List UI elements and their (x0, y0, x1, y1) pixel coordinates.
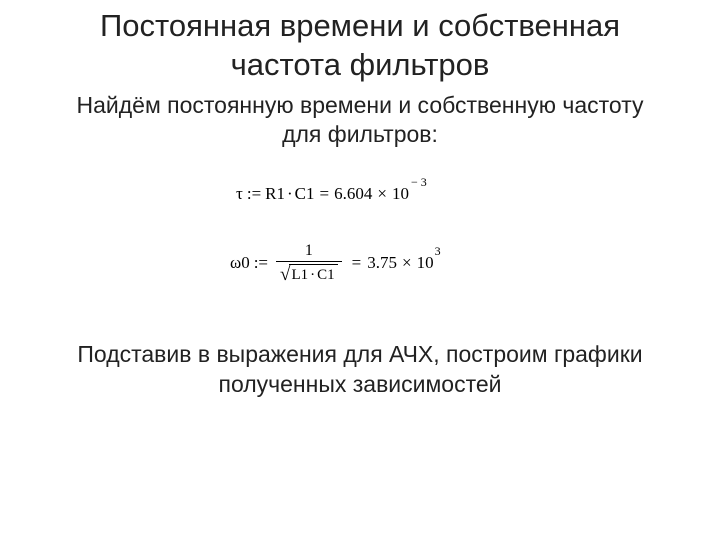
ten-base: 10 (392, 184, 409, 203)
tau-power: 10 − 3 (392, 184, 409, 204)
slide-title: Постоянная времени и собственная частота… (60, 7, 660, 85)
c1-term: C1 (317, 267, 335, 283)
assign-op: := (247, 184, 261, 204)
radical-icon: √ (280, 265, 290, 285)
omega-power: 10 3 (417, 253, 434, 273)
r1-term: R1 (265, 184, 285, 204)
omega-mantissa: 3.75 (367, 253, 397, 273)
tau-symbol: τ (236, 184, 243, 204)
ten-base: 10 (417, 253, 434, 272)
equation-block: τ := R1 · C1 = 6.604 × 10 − 3 ω0 := 1 (230, 184, 490, 284)
equals-op: = (320, 184, 330, 204)
exp-value: 3 (421, 175, 427, 189)
assign-op: := (254, 253, 268, 273)
times-op: × (377, 184, 387, 204)
dot-op: · (310, 267, 315, 283)
radicand: L1·C1 (289, 264, 337, 284)
exp-sign: − (411, 175, 418, 189)
slide-conclusion: Подставив в выражения для АЧХ, построим … (60, 340, 660, 400)
numerator: 1 (299, 242, 319, 261)
slide: Постоянная времени и собственная частота… (0, 0, 720, 540)
fraction: 1 √ L1·C1 (276, 242, 342, 284)
equation-tau: τ := R1 · C1 = 6.604 × 10 − 3 (236, 184, 490, 204)
omega-exponent: 3 (434, 244, 441, 259)
equals-op: = (352, 253, 362, 273)
denominator: √ L1·C1 (276, 261, 342, 284)
c1-term: C1 (295, 184, 315, 204)
equation-omega: ω0 := 1 √ L1·C1 = 3.75 × 10 3 (230, 242, 490, 284)
dot-op: · (287, 184, 293, 204)
tau-exponent: − 3 (409, 175, 427, 190)
sqrt: √ L1·C1 (280, 264, 338, 284)
l1-term: L1 (291, 267, 308, 283)
omega-symbol: ω0 (230, 253, 250, 273)
slide-subtitle: Найдём постоянную времени и собственную … (60, 91, 660, 151)
times-op: × (402, 253, 412, 273)
tau-mantissa: 6.604 (334, 184, 372, 204)
